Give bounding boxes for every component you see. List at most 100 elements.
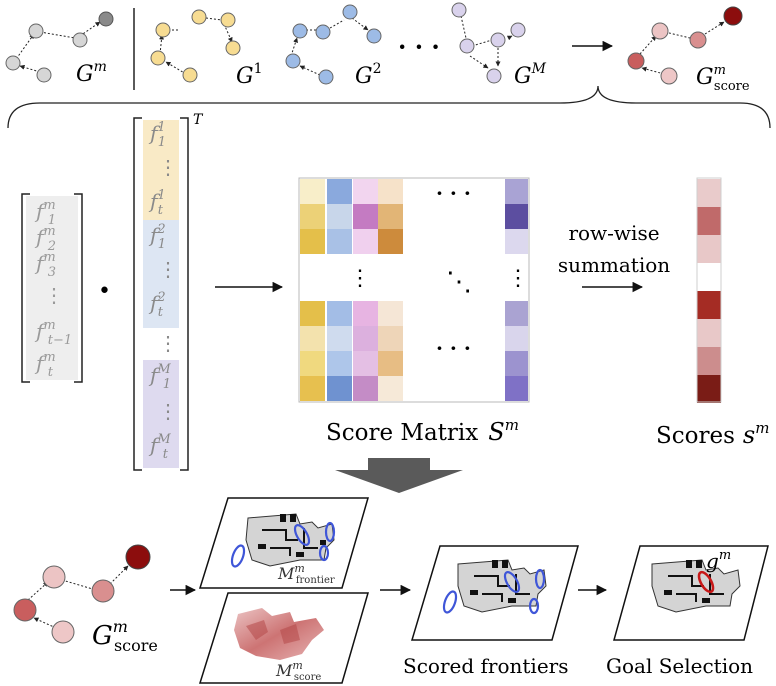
matrix-cell <box>505 301 528 326</box>
matrix-cell <box>353 326 378 351</box>
node <box>459 38 475 54</box>
node <box>28 23 44 39</box>
node <box>285 53 301 69</box>
graph-gM <box>451 2 526 84</box>
graph-gscore-top <box>627 6 743 85</box>
matrix-dots-h-bottom: · · · <box>436 336 471 360</box>
score-cell <box>697 319 721 347</box>
matrix-dots-diag: ⋱ <box>446 267 472 297</box>
label-m-frontier: Mm frontier <box>277 562 335 586</box>
matrix-cell <box>327 351 352 376</box>
matrix-cell <box>505 326 528 351</box>
matrix-cell <box>505 351 528 376</box>
node <box>72 32 88 48</box>
graph-g2 <box>285 4 382 85</box>
map-block <box>696 560 702 568</box>
map-block <box>320 540 326 545</box>
node <box>98 11 114 27</box>
block-M <box>143 360 179 468</box>
vector-entry: ⋮ <box>158 155 178 179</box>
node <box>42 565 66 589</box>
vector-entry: f1 1 <box>148 120 166 150</box>
matrix-cell <box>378 301 403 326</box>
left-vector-bg <box>26 196 78 380</box>
right-vector: f1 1⋮f1 tf2 1⋮f2 t⋮fM 1⋮fM t <box>133 117 189 471</box>
matrix-cell <box>353 376 378 401</box>
frontier-ellipse <box>534 568 546 590</box>
score-matrix-label: Score Matrix Sm <box>326 416 519 446</box>
matrix-cell <box>353 351 378 376</box>
matrix-cell <box>353 179 378 204</box>
score-cell <box>697 207 721 235</box>
block-2 <box>143 220 179 328</box>
top-ellipsis: · · · <box>398 32 440 61</box>
left-bracket <box>21 193 30 383</box>
map-block <box>280 514 286 522</box>
node <box>627 52 645 70</box>
matrix-cell <box>353 301 378 326</box>
left-bracket <box>133 117 142 471</box>
node <box>486 68 502 84</box>
matrix-cell <box>327 376 352 401</box>
matrix-cell <box>378 376 403 401</box>
matrix-cell <box>505 204 528 229</box>
label-gscore-top: Gm score <box>696 63 750 94</box>
matrix-cell <box>378 326 403 351</box>
goal-selection-panel <box>613 545 769 641</box>
scored-frontiers-panel <box>410 545 579 641</box>
node <box>689 31 707 49</box>
node <box>125 544 151 570</box>
matrix-cell <box>378 229 403 254</box>
node <box>451 2 467 18</box>
scores-vector <box>696 177 722 403</box>
matrix-cell <box>300 326 325 351</box>
map-block <box>664 590 672 595</box>
vector-entry: ⋮ <box>44 283 64 307</box>
score-cell <box>697 347 721 375</box>
matrix-cell <box>300 301 325 326</box>
frontier-ellipse <box>442 590 458 614</box>
brace <box>7 85 771 129</box>
node <box>36 67 52 83</box>
matrix-cell <box>300 179 325 204</box>
score-cell <box>697 263 721 291</box>
score-cell <box>697 291 721 319</box>
node <box>723 6 743 26</box>
node <box>182 67 198 83</box>
matrix-cell <box>300 376 325 401</box>
score-cell <box>697 235 721 263</box>
frontier-ellipse <box>503 571 521 593</box>
right-bracket <box>180 117 189 471</box>
node <box>318 69 334 85</box>
map-walls <box>262 528 318 556</box>
matrix-cell <box>300 229 325 254</box>
node <box>366 28 382 44</box>
down-arrow <box>335 458 463 493</box>
matrix-cell <box>327 301 352 326</box>
vector-entry: f2 t <box>148 290 166 320</box>
matrix-cell <box>378 179 403 204</box>
frontier-ellipse <box>318 544 330 562</box>
goal-ellipse <box>697 570 715 594</box>
block-1 <box>143 120 179 220</box>
matrix-cell <box>327 179 352 204</box>
graph-gm <box>5 11 114 83</box>
node <box>342 4 358 20</box>
frontier-ellipse <box>528 597 540 615</box>
node <box>651 22 669 40</box>
vector-entry: ⋮ <box>158 257 178 281</box>
goal-symbol: gm <box>706 548 731 573</box>
score-heatmap <box>234 608 324 660</box>
score-heatmap-hot <box>246 620 300 644</box>
matrix-cell <box>327 204 352 229</box>
goal-selection-label: Goal Selection <box>606 654 753 678</box>
node <box>220 12 236 28</box>
node <box>510 22 526 38</box>
score-cell <box>697 375 721 403</box>
dot-operator: • <box>98 279 111 304</box>
matrix-dots-v: ⋮ <box>349 266 371 291</box>
graph-g1 <box>150 9 241 83</box>
matrix-cell <box>300 351 325 376</box>
vector-entry: f2 1 <box>148 222 166 252</box>
matrix-cell <box>505 376 528 401</box>
